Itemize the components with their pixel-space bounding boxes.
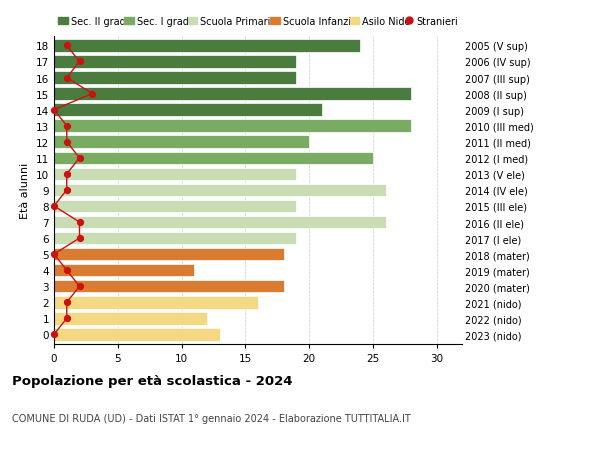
Bar [54,232,296,245]
Bar [54,120,411,133]
Bar [54,168,296,181]
Point [74,219,84,226]
Bar [54,184,386,197]
Y-axis label: Età alunni: Età alunni [20,162,31,218]
Point [62,187,71,194]
Point [62,299,71,306]
Point [74,283,84,290]
Bar [54,248,284,261]
Bar [54,313,207,325]
Point [62,139,71,146]
Bar [54,136,309,149]
Bar [54,264,194,277]
Bar [54,200,296,213]
Point [62,75,71,82]
Bar [54,88,411,101]
Text: Popolazione per età scolastica - 2024: Popolazione per età scolastica - 2024 [12,374,293,387]
Bar [54,297,258,309]
Text: COMUNE DI RUDA (UD) - Dati ISTAT 1° gennaio 2024 - Elaborazione TUTTITALIA.IT: COMUNE DI RUDA (UD) - Dati ISTAT 1° genn… [12,413,411,423]
Point [49,107,59,114]
Point [88,91,97,98]
Bar [54,104,322,117]
Bar [54,152,373,165]
Point [62,315,71,322]
Bar [54,216,386,229]
Point [74,235,84,242]
Point [74,59,84,66]
Bar [54,40,360,53]
Point [49,251,59,258]
Bar [54,56,296,68]
Point [49,203,59,210]
Point [62,267,71,274]
Bar [54,328,220,341]
Point [49,331,59,338]
Point [62,123,71,130]
Legend: Sec. II grado, Sec. I grado, Scuola Primaria, Scuola Infanzia, Asilo Nido, Stran: Sec. II grado, Sec. I grado, Scuola Prim… [54,13,462,31]
Point [74,155,84,162]
Point [62,171,71,178]
Bar [54,72,296,84]
Bar [54,280,284,293]
Point [62,43,71,50]
